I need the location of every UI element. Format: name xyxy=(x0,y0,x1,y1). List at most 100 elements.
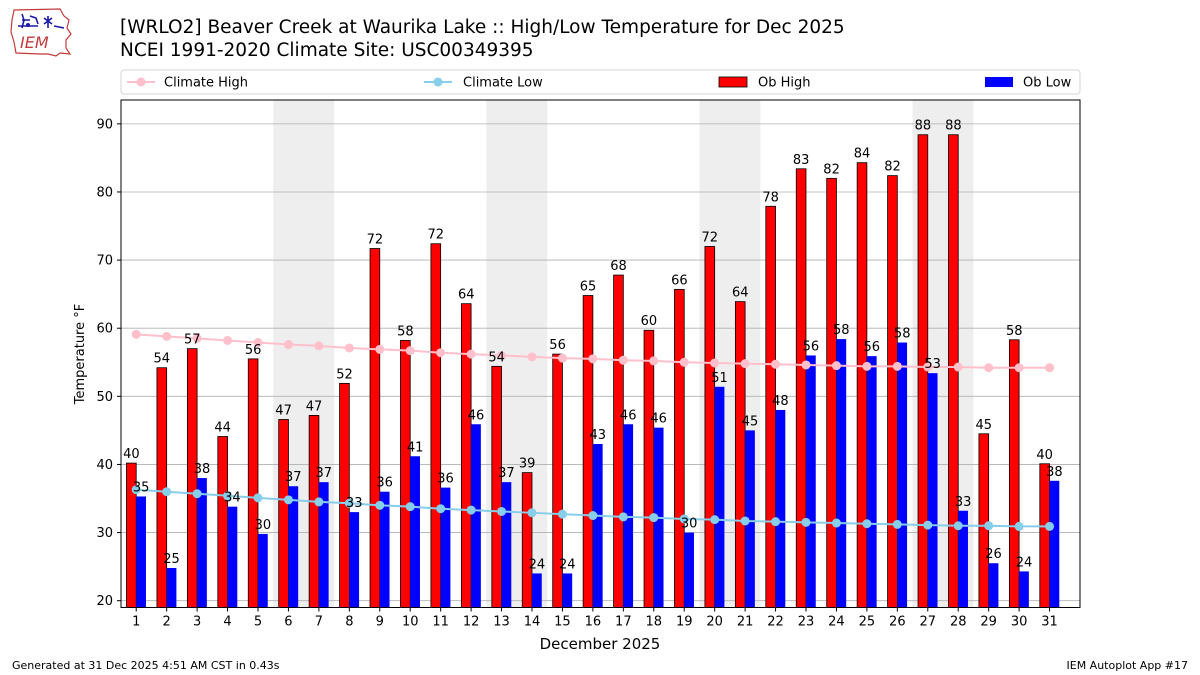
climate-lines xyxy=(131,329,1055,531)
ob-low-bar xyxy=(136,496,146,608)
ob-low-bar xyxy=(471,424,481,608)
ob-high-label: 40 xyxy=(1036,448,1053,463)
legend-ob-high-swatch xyxy=(718,76,748,88)
ob-high-label: 64 xyxy=(732,286,749,301)
x-tick-label: 21 xyxy=(737,615,754,630)
climate-high-point xyxy=(436,348,446,358)
ob-low-label: 33 xyxy=(955,495,972,510)
x-tick-label: 15 xyxy=(554,615,571,630)
ob-high-label: 58 xyxy=(397,324,414,339)
x-tick-label: 9 xyxy=(376,615,384,630)
x-tick-label: 4 xyxy=(223,615,231,630)
ob-low-label: 38 xyxy=(1046,465,1063,480)
ob-low-bar xyxy=(440,487,451,608)
x-tick-label: 12 xyxy=(463,615,480,630)
ob-low-label: 33 xyxy=(346,496,363,511)
ob-high-bar xyxy=(491,365,502,608)
ob-low-bar xyxy=(318,482,329,608)
ob-low-bar xyxy=(775,409,786,608)
chart-title: [WRLO2] Beaver Creek at Waurika Lake :: … xyxy=(120,17,845,38)
climate-low-point xyxy=(618,512,628,522)
ob-low-label: 48 xyxy=(772,394,789,409)
climate-low-point xyxy=(649,513,659,523)
climate-low-point xyxy=(984,521,994,531)
climate-low-point xyxy=(862,519,872,529)
ob-low-bar xyxy=(197,478,207,608)
ob-low-label: 46 xyxy=(620,408,637,423)
climate-low-point xyxy=(740,516,750,526)
legend-climate-high-marker xyxy=(136,77,146,87)
ob-low-label: 43 xyxy=(589,428,606,443)
climate-low-point xyxy=(1045,521,1055,531)
ob-high-bar xyxy=(1039,463,1050,608)
climate-high-point xyxy=(466,349,476,359)
ob-high-label: 52 xyxy=(336,367,353,382)
climate-low-point xyxy=(1014,521,1024,531)
ob-high-label: 60 xyxy=(641,314,658,329)
ob-low-bar xyxy=(1049,480,1060,608)
chart-subtitle: NCEI 1991-2020 Climate Site: USC00349395 xyxy=(120,40,534,61)
x-tick-label: 6 xyxy=(284,615,292,630)
x-tick-label: 18 xyxy=(646,615,663,630)
x-tick-label: 7 xyxy=(315,615,323,630)
x-tick-label: 29 xyxy=(980,615,997,630)
ob-low-label: 24 xyxy=(529,557,546,572)
ob-low-bar xyxy=(288,486,299,608)
ob-low-bar xyxy=(714,386,725,608)
x-tick-label: 3 xyxy=(193,615,201,630)
climate-high-point xyxy=(314,341,324,351)
ob-high-bar xyxy=(887,175,898,608)
ob-high-label: 88 xyxy=(945,119,962,134)
ob-low-label: 37 xyxy=(315,466,332,481)
legend: Climate High Climate Low Ob High Ob Low xyxy=(120,69,1081,95)
climate-low-point xyxy=(192,489,202,499)
ob-high-bar xyxy=(704,246,716,608)
ob-high-bar xyxy=(856,162,868,608)
ob-high-label: 78 xyxy=(762,190,779,205)
climate-high-point xyxy=(162,331,172,341)
ob-low-bar xyxy=(379,491,390,608)
climate-low-point xyxy=(801,517,811,527)
ob-high-label: 47 xyxy=(306,399,323,414)
ob-high-bar xyxy=(247,358,259,608)
climate-high-point xyxy=(953,362,963,372)
ob-high-label: 57 xyxy=(184,333,201,348)
x-tick-label: 27 xyxy=(920,615,937,630)
ob-low-bar xyxy=(988,563,999,608)
ob-high-label: 54 xyxy=(154,352,171,367)
ob-high-label: 56 xyxy=(549,338,566,353)
ob-high-bar xyxy=(795,168,807,608)
ob-low-label: 37 xyxy=(498,466,515,481)
ob-low-bar xyxy=(166,567,177,608)
climate-low-point xyxy=(223,491,233,501)
legend-climate-low-label: Climate Low xyxy=(463,76,543,91)
climate-low-point xyxy=(314,497,324,507)
x-axis-label: December 2025 xyxy=(540,635,661,653)
climate-low-point xyxy=(679,514,689,524)
ob-low-bar xyxy=(532,573,542,608)
climate-high-point xyxy=(497,350,507,360)
y-tick-label: 90 xyxy=(96,117,113,132)
ob-high-label: 47 xyxy=(275,403,292,418)
climate-low-point xyxy=(588,511,598,521)
ob-high-bar xyxy=(734,301,746,608)
ob-low-bar xyxy=(866,356,877,608)
ob-high-label: 72 xyxy=(367,233,384,248)
ob-low-label: 30 xyxy=(681,517,698,532)
x-tick-label: 14 xyxy=(524,615,541,630)
climate-high-point xyxy=(223,335,233,345)
climate-high-point xyxy=(588,354,598,364)
climate-low-point xyxy=(253,493,263,503)
ob-high-label: 84 xyxy=(854,147,871,162)
ob-high-bar xyxy=(308,414,320,608)
climate-high-point xyxy=(557,353,567,363)
ob-high-bar xyxy=(460,303,472,608)
ob-low-bar xyxy=(349,512,360,608)
ob-high-label: 54 xyxy=(488,350,505,365)
climate-low-point xyxy=(375,500,385,510)
ob-high-bar xyxy=(613,274,624,608)
climate-high-point xyxy=(192,333,202,343)
climate-high-point xyxy=(801,360,811,370)
ob-low-label: 46 xyxy=(468,408,485,423)
